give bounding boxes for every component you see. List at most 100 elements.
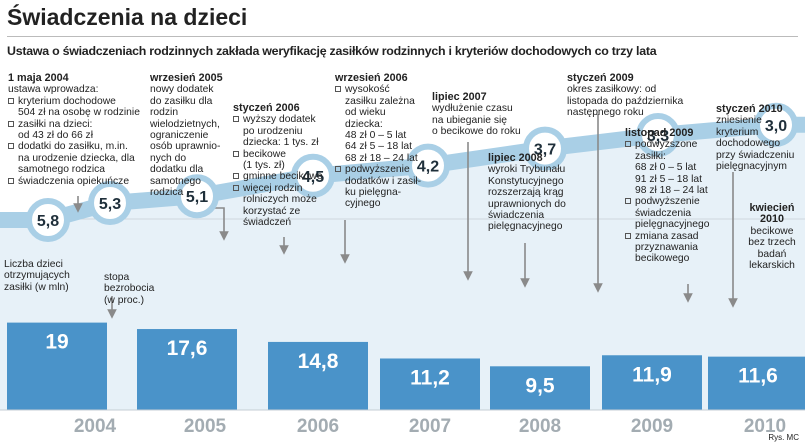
annotation-text: osób uprawnio- <box>150 141 221 153</box>
annotation-text: pielęgnacyjnym <box>716 161 787 173</box>
annotation-text: rodzica <box>150 187 184 199</box>
annotation-text: wydłużenie czasu <box>432 103 513 115</box>
annotation-text: o becikowe do roku <box>432 126 521 138</box>
annotation-date: kwiecień 2010 <box>749 202 795 226</box>
annotation-text: (1 tys. zł) <box>243 160 285 172</box>
x-tick-label: 2008 <box>519 416 561 437</box>
annotation-date: wrzesień 2005 <box>150 72 223 84</box>
annotation: lipiec 2007 wydłużenie czasu na ubieganie … <box>432 91 532 138</box>
bar-value-label: 14,8 <box>298 350 339 373</box>
data-point <box>88 181 132 225</box>
annotation-item: zasiłki na dzieci: od 43 zł do 66 zł <box>8 119 158 142</box>
bullet <box>625 198 631 205</box>
annotation-text: od wieku <box>345 107 386 119</box>
data-label: 5,1 <box>186 189 208 206</box>
annotation-item: świadczenia opiekuńcze <box>8 176 158 187</box>
annotation-text: do zasiłku dla <box>150 95 213 107</box>
bullet <box>233 184 239 191</box>
annotation-text: becikowego <box>635 253 690 265</box>
bar <box>7 322 107 410</box>
x-tick-label: 2005 <box>184 416 227 437</box>
annotation: lipiec 2008 wyroki Trybunału Konstytucyjne… <box>488 152 588 233</box>
annotation-text: rodzin <box>150 107 179 119</box>
bar <box>602 355 702 410</box>
annotation-text: listopada do października <box>567 95 684 107</box>
annotation-text: po urodzeniu <box>243 125 303 137</box>
annotation-text: korzystać ze <box>243 205 301 217</box>
data-point <box>523 126 567 171</box>
annotation: kwiecień 2010 becikowe bez trzech badań leka… <box>742 202 802 271</box>
annotation-text: 48 zł 0 – 5 lat <box>345 130 407 142</box>
data-label: 3,7 <box>534 142 556 159</box>
bar-value-label: 9,5 <box>525 374 555 397</box>
annotation-date: listopad 2009 <box>625 127 694 139</box>
annotation-text: 64 zł 5 – 18 lat <box>345 141 412 153</box>
data-label: 4,5 <box>302 169 324 186</box>
bullet <box>335 86 341 93</box>
data-point <box>754 102 798 147</box>
annotation-text: 68 zł 18 – 24 lat <box>345 152 418 164</box>
annotation-text: gminne becikowe <box>243 171 323 183</box>
annotation-date: lipiec 2008 <box>488 152 543 164</box>
bullet <box>8 143 14 150</box>
annotation-text: przy świadczeniu <box>716 149 795 161</box>
annotation-text: cyjnego <box>345 198 381 210</box>
annotation: 1 maja 2004 ustawa wprowadza: kryterium do… <box>8 72 158 187</box>
data-point <box>291 153 335 198</box>
annotation-item: więcej rodzin rolniczych może korzystać ze… <box>233 183 328 229</box>
annotation-text: okres zasiłkowy: od <box>567 84 657 96</box>
x-tick-label: 2006 <box>297 416 339 437</box>
title: Świadczenia na dzieci <box>7 4 248 30</box>
bullet <box>8 120 14 127</box>
bullet <box>335 166 341 173</box>
annotation-text: świadczenia <box>488 210 545 222</box>
annotation-text: podwyższenie <box>635 196 700 208</box>
bar-value-label: 11,6 <box>738 365 778 388</box>
annotation-text: 68 zł 0 – 5 lat <box>635 162 697 174</box>
annotation: styczeń 2009 okres zasiłkowy: od listopada… <box>567 72 707 119</box>
annotation-text: bez trzech <box>748 237 796 249</box>
data-label: 5,8 <box>37 213 59 230</box>
data-label: 4,2 <box>417 159 439 176</box>
bar <box>490 366 590 410</box>
data-point <box>636 113 680 157</box>
annotation-item: gminne becikowe <box>233 171 328 182</box>
annotation-text: świadczenia opiekuńcze <box>18 175 130 187</box>
bullet <box>8 177 14 184</box>
annotation-text: zniesienie <box>716 115 762 127</box>
annotation: listopad 2009 podwyższone zasiłki: 68 zł 0 … <box>625 127 725 265</box>
bar <box>268 341 368 410</box>
annotation-text: zasiłki na dzieci: <box>18 118 93 130</box>
x-tick-label: 2010 <box>744 416 786 437</box>
bullet <box>233 116 239 123</box>
annotation-item: podwyższone zasiłki: 68 zł 0 – 5 lat 91 zł … <box>625 139 725 196</box>
x-tick-label: 2004 <box>74 416 117 437</box>
annotation-date: wrzesień 2006 <box>335 72 408 84</box>
data-point <box>175 174 219 219</box>
annotation-text: rozszerzają krąg <box>488 187 564 199</box>
annotation-text: na ubieganie się <box>432 114 507 126</box>
bar-value-label: 11,9 <box>632 363 672 386</box>
bar-value-label: 11,2 <box>410 366 450 389</box>
annotation-text: uprawnionych do <box>488 198 566 210</box>
annotation-item: podwyższenie świadczenia pielęgnacyjnego <box>625 196 725 230</box>
annotation-date: styczeń 2009 <box>567 72 634 84</box>
annotation-text: zasiłki: <box>635 150 666 162</box>
annotation-text: dziecka: 1 tys. zł <box>243 137 319 149</box>
annotation-text: zasiłku zależna <box>345 95 415 107</box>
annotation-text: na urodzenie dziecka, dla <box>18 152 135 164</box>
source: Rys. MC <box>768 433 799 442</box>
annotation-text: świadczenia <box>635 207 692 219</box>
annotation-text: pielęgnacyjnego <box>635 219 710 231</box>
annotation-text: następnego roku <box>567 107 644 119</box>
data-label: 3,3 <box>647 128 669 145</box>
bullet <box>233 173 239 180</box>
annotation-text: dodatki do zasiłku, m.in. <box>18 141 128 153</box>
annotation-text: podwyższone <box>635 139 698 151</box>
annotation: wrzesień 2006 wysokość zasiłku zależna od w… <box>335 72 430 210</box>
bullet <box>8 97 14 104</box>
annotation-date: 1 maja 2004 <box>8 72 69 84</box>
bar <box>137 329 237 410</box>
annotation-text: ku pielęgna- <box>345 187 402 199</box>
